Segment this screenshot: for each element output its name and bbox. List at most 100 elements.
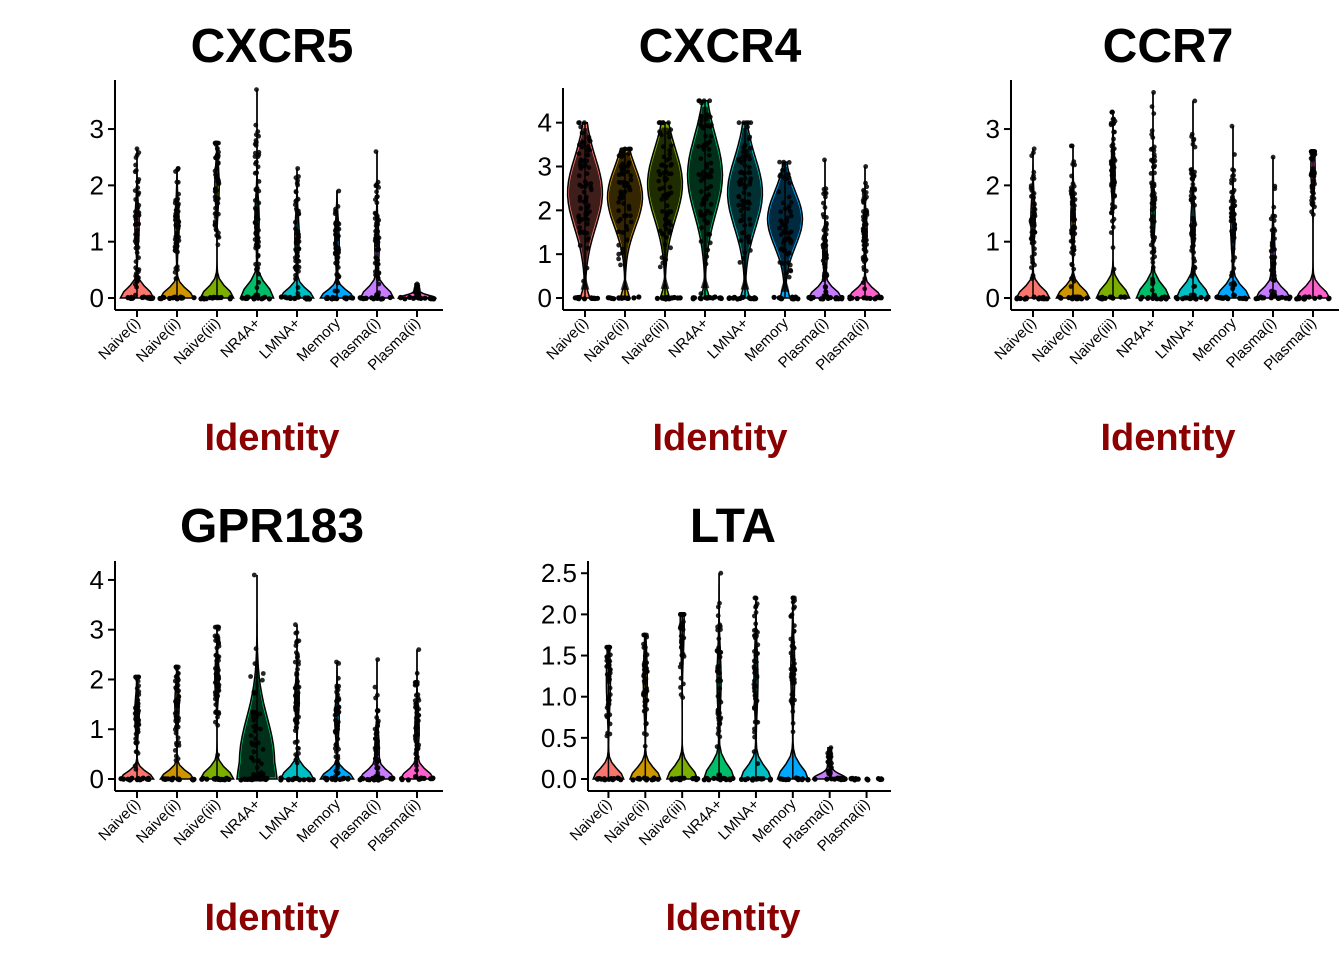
data-point [1022, 296, 1028, 302]
data-point [1231, 203, 1237, 209]
data-point [172, 269, 178, 275]
data-point [375, 770, 381, 776]
data-point [1271, 226, 1277, 232]
data-point [736, 120, 742, 126]
data-point [1111, 146, 1117, 152]
data-point [255, 154, 261, 160]
data-point [414, 720, 419, 725]
data-point [1109, 168, 1114, 173]
data-point [1109, 209, 1115, 215]
y-tick-label: 3 [538, 152, 552, 182]
data-point [173, 753, 179, 759]
data-point [336, 661, 342, 666]
data-point [172, 247, 178, 253]
data-point [812, 776, 818, 782]
data-point [295, 294, 301, 300]
data-point [175, 196, 181, 202]
data-point [335, 723, 341, 729]
data-point [214, 661, 220, 667]
data-point [292, 219, 298, 225]
data-point [701, 777, 707, 783]
data-point [755, 642, 761, 648]
data-point [1110, 245, 1116, 251]
data-point [821, 293, 827, 299]
data-point [853, 776, 859, 782]
data-point [823, 223, 829, 229]
data-point [1151, 90, 1156, 95]
data-point [333, 206, 338, 212]
data-point [706, 777, 712, 783]
data-point [295, 182, 300, 188]
data-point [1110, 151, 1116, 157]
data-point [1071, 207, 1077, 212]
data-point [703, 295, 709, 301]
data-point [252, 661, 258, 666]
data-point [1070, 215, 1076, 221]
data-point [375, 757, 381, 762]
data-point [1151, 144, 1157, 150]
data-point [136, 708, 142, 714]
data-point [297, 777, 303, 783]
data-point [788, 650, 794, 656]
data-point [861, 217, 866, 223]
data-point [1152, 170, 1157, 176]
data-point [335, 249, 341, 255]
data-point [608, 667, 613, 672]
data-point [789, 696, 795, 702]
data-point [717, 600, 722, 606]
data-point [753, 610, 759, 615]
data-point [332, 211, 338, 217]
data-point [332, 288, 338, 294]
data-point [718, 649, 724, 655]
y-tick-label: 0.0 [541, 764, 577, 794]
data-point [601, 776, 608, 782]
data-point [213, 188, 219, 193]
data-point [135, 697, 141, 703]
data-point [863, 164, 869, 169]
data-point [1232, 225, 1238, 231]
data-point [1310, 166, 1316, 172]
data-point [790, 709, 796, 714]
data-point [174, 702, 180, 708]
data-point [374, 213, 380, 219]
data-point [878, 776, 884, 782]
data-point [1110, 163, 1115, 168]
data-point [212, 168, 218, 174]
data-point [678, 675, 684, 681]
data-point [1031, 173, 1036, 179]
data-point [256, 239, 261, 245]
data-point [1071, 247, 1077, 253]
data-point [244, 295, 250, 301]
data-point [606, 647, 611, 653]
data-point [295, 291, 301, 296]
data-point [191, 295, 197, 301]
data-point [1149, 229, 1155, 235]
y-tick-label: 2 [90, 170, 104, 200]
data-point [777, 260, 783, 265]
data-point [823, 238, 829, 244]
data-point [744, 120, 749, 126]
data-point [1077, 294, 1083, 300]
data-point [823, 190, 829, 196]
data-point [174, 231, 179, 237]
data-point [1192, 292, 1197, 298]
data-point [228, 294, 234, 300]
data-point [294, 263, 300, 269]
data-point [1309, 200, 1315, 206]
data-point [165, 776, 171, 782]
data-point [172, 294, 178, 300]
data-point [1110, 158, 1116, 164]
data-point [790, 595, 796, 601]
data-point [1072, 197, 1078, 202]
data-point [827, 771, 833, 777]
data-point [293, 226, 298, 232]
data-point [260, 677, 265, 683]
data-point [1309, 183, 1315, 189]
data-point [1149, 128, 1155, 134]
data-point [412, 774, 418, 779]
data-point [1029, 153, 1035, 159]
data-point [135, 192, 141, 197]
data-point [294, 721, 299, 726]
data-point [1189, 197, 1195, 203]
data-point [216, 234, 222, 240]
